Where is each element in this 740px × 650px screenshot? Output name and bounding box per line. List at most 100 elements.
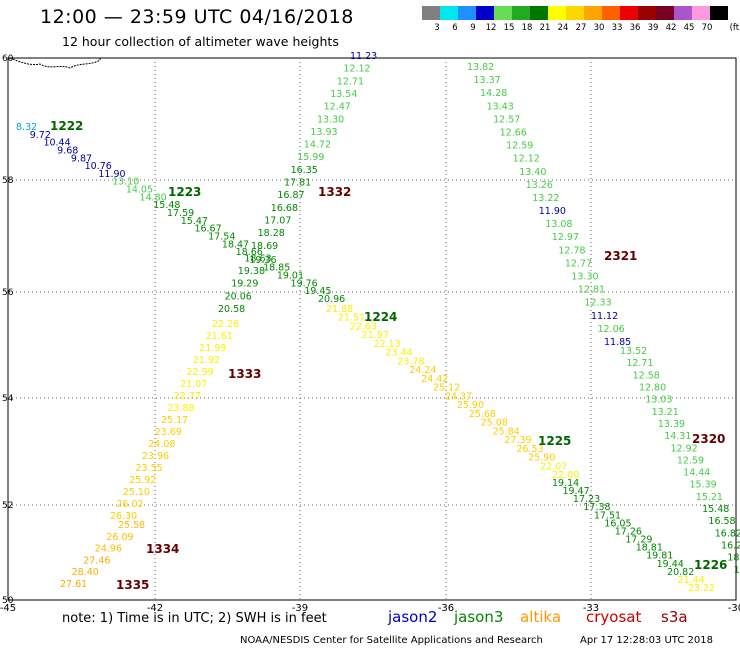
wave-height-label: 12.80 <box>639 382 666 393</box>
track-id-label: 2320 <box>692 432 725 446</box>
wave-height-label: 14.44 <box>683 468 710 479</box>
wave-height-label: 13.39 <box>658 419 685 430</box>
wave-height-label: 9.68 <box>57 145 78 156</box>
legend-swatch-label: 33 <box>611 23 623 33</box>
wave-height-label: 11.23 <box>350 51 377 62</box>
wave-height-label: 22.26 <box>212 319 239 330</box>
wave-height-label: 12.58 <box>633 370 660 381</box>
wave-height-label: 19.76 <box>291 278 318 289</box>
coastline <box>9 57 101 69</box>
wave-height-label: 17.81 <box>284 178 311 189</box>
credit-text: NOAA/NESDIS Center for Satellite Applica… <box>240 635 543 646</box>
wave-height-label: 12.81 <box>578 285 605 296</box>
wave-height-label: 21.97 <box>362 330 389 341</box>
x-tick-label: -45 <box>0 603 16 614</box>
wave-height-label: 14.05 <box>126 185 153 196</box>
wave-height-label: 25.90 <box>457 400 484 411</box>
wave-height-label: 16.35 <box>291 165 318 176</box>
wave-height-label: 23.88 <box>167 403 194 414</box>
satellite-legend-item: s3a <box>661 608 688 626</box>
wave-height-label: 13.22 <box>532 193 559 204</box>
wave-height-label: 15.21 <box>696 492 723 503</box>
wave-height-label: 15.99 <box>297 152 324 163</box>
wave-height-label: 25.90 <box>528 453 555 464</box>
wave-height-label: 16.26 <box>721 541 740 552</box>
wave-height-label: 15.48 <box>153 200 180 211</box>
wave-height-label: 20.96 <box>318 294 345 305</box>
satellite-legend-item: jason3 <box>454 608 504 626</box>
wave-height-label: 18.28 <box>258 228 285 239</box>
wave-height-label: 18.96 <box>727 553 740 564</box>
legend-swatch-label: 45 <box>683 23 695 33</box>
wave-height-label: 19.81 <box>646 551 673 562</box>
map-frame <box>7 57 737 601</box>
wave-height-label: 16.67 <box>194 224 221 235</box>
legend-swatch <box>566 6 584 20</box>
wave-height-label: 20.58 <box>218 304 245 315</box>
wave-height-label: 18.69 <box>251 241 278 252</box>
wave-height-label: 17.23 <box>573 494 600 505</box>
wave-height-label: 12.12 <box>513 154 540 165</box>
wave-height-label: 13.37 <box>474 75 501 86</box>
wave-height-label: 23.55 <box>136 463 163 474</box>
legend-swatch-label: 9 <box>470 23 476 33</box>
legend-swatch <box>656 6 674 20</box>
wave-height-label: 12.78 <box>558 245 585 256</box>
wave-height-label: 23.78 <box>397 356 424 367</box>
wave-height-label: 21.44 <box>678 575 705 586</box>
wave-height-label: 21.99 <box>199 343 226 354</box>
wave-height-label: 27.61 <box>60 579 87 590</box>
wave-height-label: 13.52 <box>620 346 647 357</box>
footer-note: note: 1) Time is in UTC; 2) SWH is in fe… <box>62 611 327 626</box>
legend-swatch <box>476 6 494 20</box>
legend-swatch-label: 39 <box>647 23 659 33</box>
wave-height-label: 28.40 <box>72 567 99 578</box>
satellite-legend-item: jason2 <box>388 608 438 626</box>
wave-height-label: 9.72 <box>30 130 51 141</box>
wave-height-label: 16.87 <box>277 190 304 201</box>
wave-height-label: 22.99 <box>187 367 214 378</box>
wave-height-label: 16.82 <box>715 528 740 539</box>
wave-height-label: 22.77 <box>174 391 201 402</box>
wave-height-label: 26.02 <box>116 499 143 510</box>
legend-swatch <box>422 6 440 20</box>
legend-swatch-label: 3 <box>434 23 440 33</box>
wave-height-label: 21.61 <box>206 331 233 342</box>
wave-height-label: 21.51 <box>338 313 365 324</box>
x-tick-label: -36 <box>438 603 454 614</box>
wave-height-label: 12.06 <box>597 324 624 335</box>
wave-height-label: 20.06 <box>225 291 252 302</box>
track-id-label: 1226 <box>694 558 727 572</box>
wave-height-label: 15.47 <box>181 216 208 227</box>
legend-swatch <box>692 6 710 20</box>
wave-height-label: 12.47 <box>324 102 351 113</box>
wave-height-label: 14.80 <box>140 192 167 203</box>
wave-height-label: 25.92 <box>129 475 156 486</box>
satellite-legend-item: cryosat <box>586 608 642 626</box>
wave-height-label: 13.54 <box>330 89 357 100</box>
wave-height-label: 8.32 <box>16 122 37 133</box>
wave-height-label: 25.84 <box>493 426 520 437</box>
wave-height-label: 13.30 <box>571 272 598 283</box>
wave-height-label: 23.44 <box>385 348 412 359</box>
legend-swatch <box>584 6 602 20</box>
wave-height-label: 12.77 <box>565 258 592 269</box>
wave-height-label: 12.66 <box>500 127 527 138</box>
wave-height-label: 16.05 <box>604 518 631 529</box>
wave-height-label: 12.12 <box>343 64 370 75</box>
wave-height-label: 21.88 <box>326 304 353 315</box>
track-id-label: 2321 <box>604 249 637 263</box>
legend-swatch <box>602 6 620 20</box>
legend-swatch-label: 27 <box>575 23 587 33</box>
wave-height-label: 13.26 <box>526 180 553 191</box>
wave-height-label: 12.59 <box>506 141 533 152</box>
wave-height-label: 26.30 <box>110 511 137 522</box>
legend-swatch <box>638 6 656 20</box>
legend-swatch <box>710 6 728 20</box>
wave-height-label: 17.38 <box>583 502 610 513</box>
wave-height-label: 25.68 <box>469 409 496 420</box>
track-id-label: 1222 <box>50 119 83 133</box>
legend-swatch <box>620 6 638 20</box>
y-tick-label: 54 <box>2 394 14 404</box>
